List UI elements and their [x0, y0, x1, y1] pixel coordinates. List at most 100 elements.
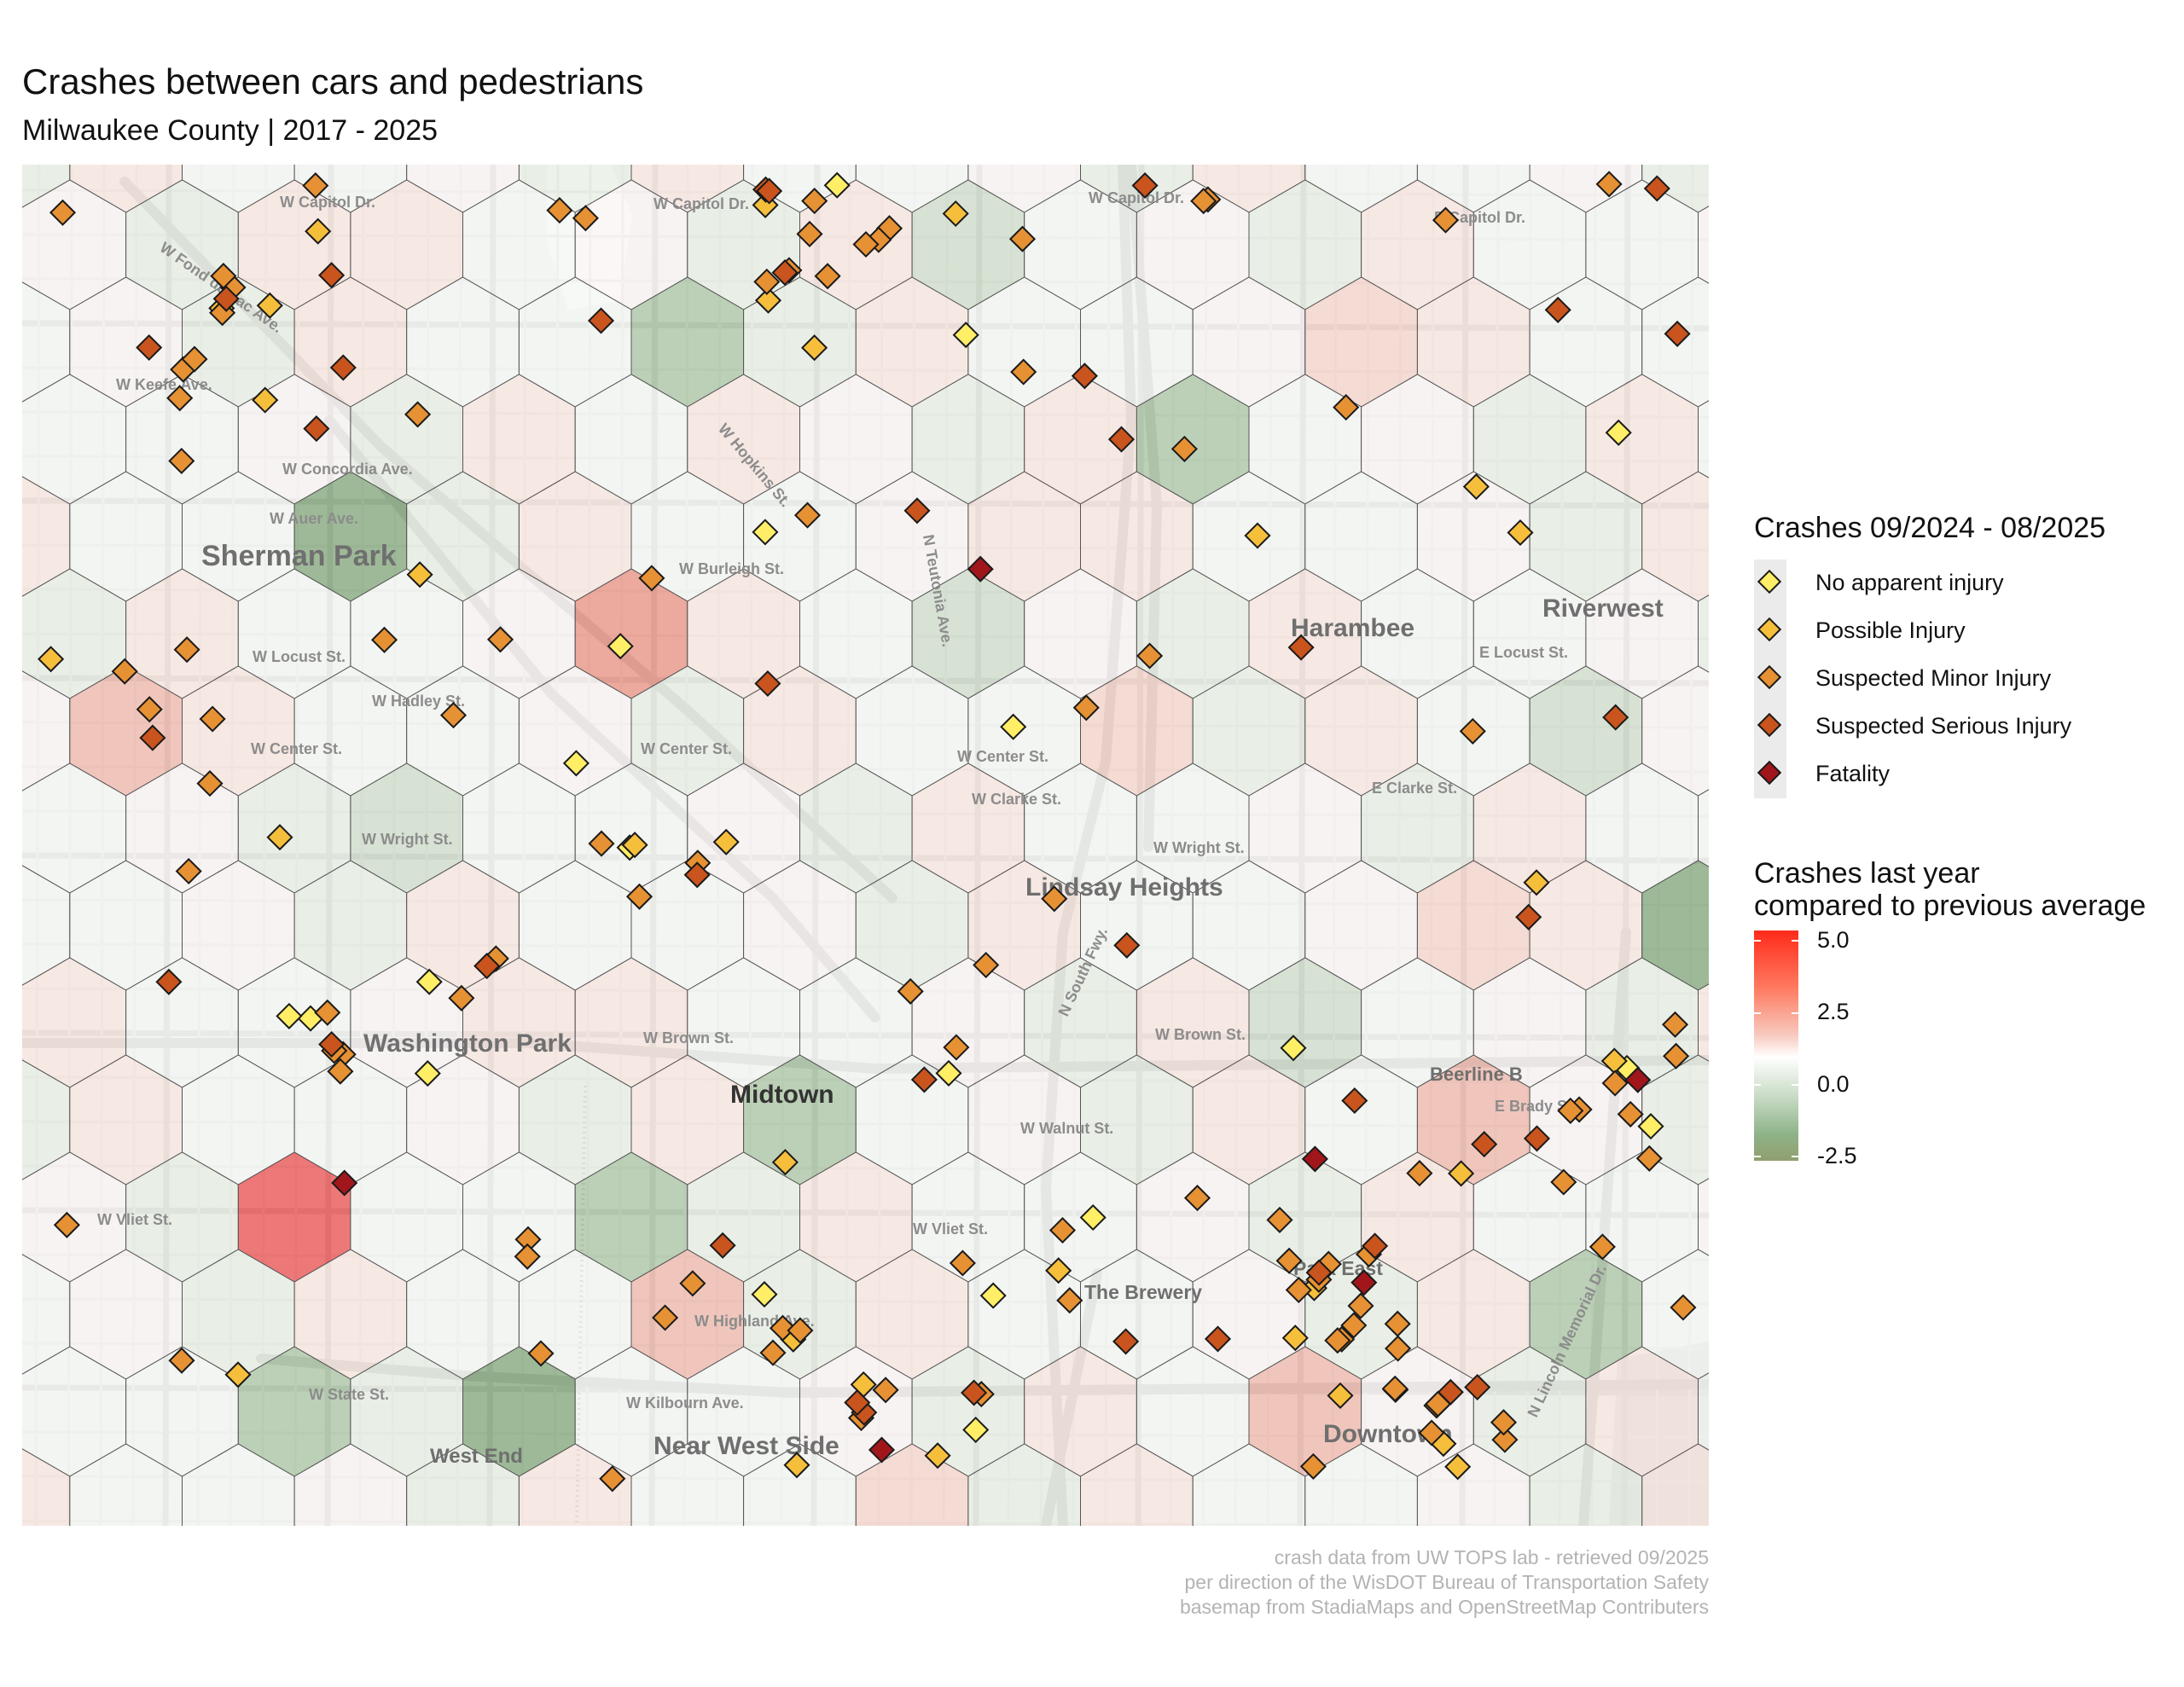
crash-point	[1183, 1185, 1211, 1212]
crash-point	[1491, 1426, 1519, 1453]
crash-point	[49, 199, 77, 226]
neighborhood-label: Midtown	[730, 1081, 834, 1109]
diamond-icon	[1757, 664, 1782, 690]
street-label: E Locust St.	[1479, 644, 1568, 661]
crash-point	[266, 824, 293, 851]
crash-point	[181, 345, 208, 373]
crash-point	[305, 217, 332, 245]
legend-item-possible-injury: Possible Injury	[1754, 607, 1966, 655]
street-label: W Concordia Ave.	[282, 461, 413, 478]
street-label: W State St.	[309, 1386, 389, 1403]
crash-point	[1617, 1100, 1644, 1128]
legend-item-label: Suspected Serious Injury	[1815, 713, 2072, 739]
crash-point	[962, 1416, 990, 1444]
crash-point	[1643, 175, 1670, 202]
crash-point	[136, 333, 163, 362]
caption-line: basemap from StadiaMaps and OpenStreetMa…	[1179, 1596, 1709, 1618]
crash-point	[942, 200, 969, 228]
crash-point	[1324, 1327, 1351, 1354]
crash-point	[448, 984, 475, 1012]
crash-point	[318, 1030, 346, 1058]
crash-point	[1385, 1335, 1412, 1362]
colorbar-tick: -2.5	[1817, 1143, 1857, 1168]
crash-point	[771, 1149, 799, 1176]
crash-point	[793, 501, 822, 529]
street-label: W Center St.	[641, 740, 732, 757]
crash-point	[961, 1379, 988, 1406]
crash-point	[1490, 1409, 1518, 1436]
legend-item-label: Suspected Minor Injury	[1815, 665, 2052, 691]
crash-point	[1008, 225, 1037, 252]
street-label: W Capitol Dr.	[653, 195, 749, 212]
crash-point	[1664, 320, 1691, 347]
crash-point	[370, 626, 398, 653]
crash-point	[1635, 1145, 1663, 1172]
crash-point	[1170, 435, 1198, 462]
crash-point	[276, 1002, 303, 1029]
crash-point	[973, 951, 1000, 979]
hexbin-cell	[22, 165, 71, 208]
crash-point	[414, 1060, 441, 1087]
hexbin-cell	[1698, 983, 1709, 1062]
crash-point	[935, 1059, 962, 1087]
change-legend-title-line1: Crashes last year	[1754, 857, 1980, 890]
crash-point	[872, 1377, 899, 1404]
crash-point	[903, 497, 931, 525]
crash-point	[771, 259, 799, 287]
crash-point	[168, 1347, 195, 1374]
crash-point	[1340, 1312, 1368, 1339]
severity-legend: Crashes 09/2024 - 08/2025 No apparent in…	[1754, 512, 2181, 798]
crash-point	[1663, 1042, 1690, 1070]
crash-point	[683, 861, 711, 889]
crash-point	[1523, 1125, 1551, 1152]
crash-point	[1285, 1276, 1312, 1304]
caption-line: crash data from UW TOPS lab - retrieved …	[1274, 1546, 1709, 1568]
crash-point	[814, 263, 841, 290]
crash-point	[823, 171, 851, 199]
severity-legend-title: Crashes 09/2024 - 08/2025	[1754, 512, 2106, 544]
map-panel[interactable]: Sherman Park Harambee Riverwest Lindsay Hei…	[22, 165, 1709, 1526]
crash-point	[1444, 1453, 1472, 1481]
crash-point	[754, 287, 782, 314]
colorbar-tick: 2.5	[1817, 999, 1850, 1024]
crash-point	[753, 268, 781, 295]
crash-point	[546, 197, 573, 224]
colorbar: 5.0 2.5 0.0 -2.5	[1754, 927, 2181, 1168]
crash-point	[1437, 1378, 1464, 1406]
hexbin-cell	[1698, 206, 1709, 284]
crash-point	[783, 1452, 810, 1479]
crash-point	[1459, 717, 1486, 745]
crash-point	[1350, 1269, 1378, 1296]
crash-point	[1515, 903, 1542, 930]
map-caption: crash data from UW TOPS lab - retrieved …	[1180, 1545, 1709, 1620]
diamond-icon	[1757, 712, 1782, 738]
crash-point	[1507, 519, 1534, 547]
crash-point	[572, 205, 599, 232]
crash-point	[607, 633, 634, 660]
legend-item-fatality: Fatality	[1754, 751, 1890, 798]
chart-subtitle: Milwaukee County | 2017 - 2025	[22, 114, 439, 147]
neighborhood-label: Washington Park	[363, 1029, 572, 1058]
crash-point	[625, 883, 653, 910]
crash-point	[967, 555, 994, 583]
crash-point	[1266, 1206, 1293, 1233]
crash-point	[910, 1066, 938, 1093]
street-label: W Capitol Dr.	[280, 194, 375, 211]
crash-point	[1589, 1233, 1616, 1261]
crash-point	[752, 519, 779, 546]
crash-point	[1281, 1325, 1309, 1352]
crash-point	[302, 172, 329, 200]
legend-item-suspected-minor-injury: Suspected Minor Injury	[1754, 655, 2051, 703]
crash-point	[1341, 1087, 1368, 1115]
neighborhood-label: Near West Side	[653, 1432, 839, 1460]
crash-point	[155, 968, 183, 995]
crash-point	[756, 177, 783, 205]
crash-point	[175, 857, 202, 885]
crash-point	[712, 828, 740, 855]
crash-point	[415, 968, 443, 995]
crash-point	[1000, 713, 1027, 740]
street-label: W Locust St.	[253, 648, 346, 665]
crash-point	[1670, 1294, 1697, 1321]
crash-point	[1071, 362, 1098, 390]
